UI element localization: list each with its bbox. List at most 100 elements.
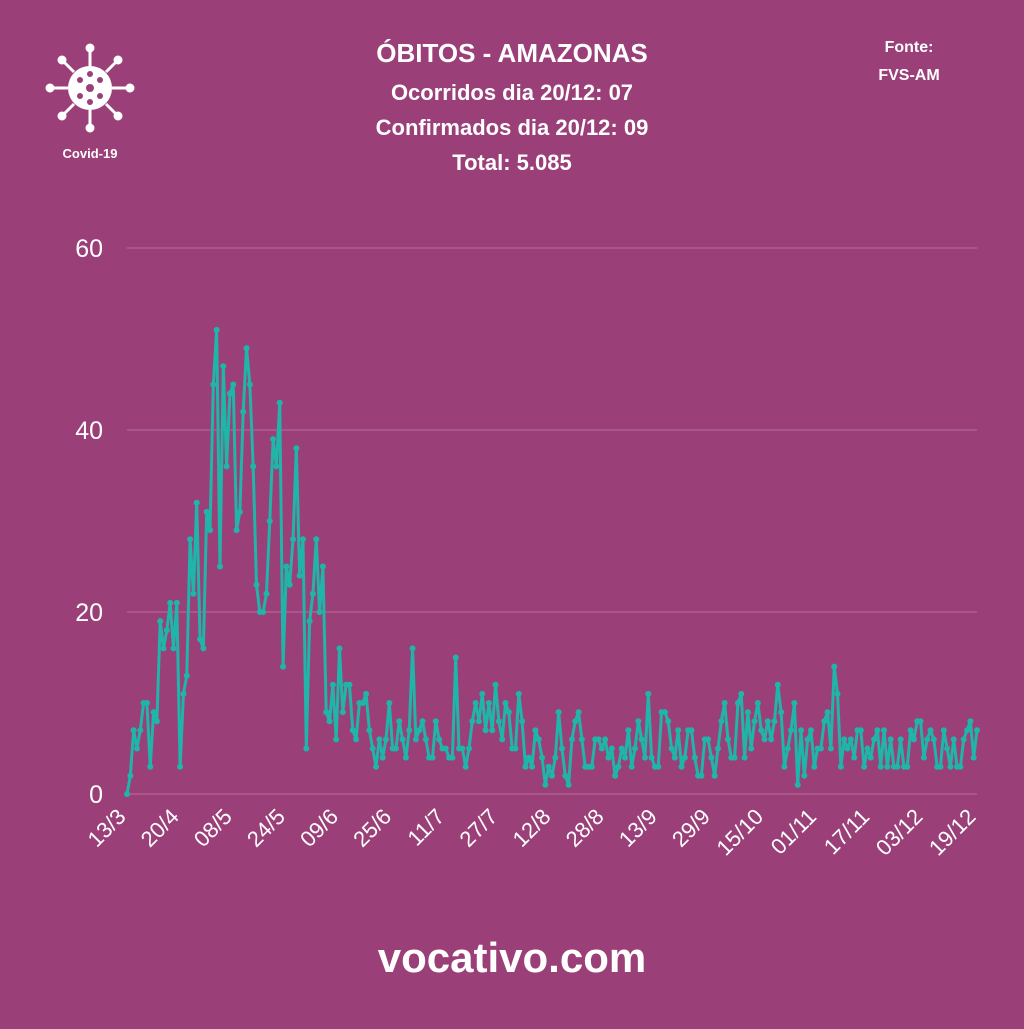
data-point: [349, 727, 356, 734]
data-point: [741, 754, 748, 761]
data-point: [910, 736, 917, 743]
data-point: [346, 681, 353, 688]
data-point: [207, 527, 214, 534]
data-point: [290, 536, 297, 543]
data-point: [655, 763, 662, 770]
data-point: [266, 518, 273, 524]
data-point: [173, 599, 180, 606]
data-point: [558, 745, 565, 752]
data-point: [864, 745, 871, 752]
data-point: [678, 763, 685, 770]
data-point: [412, 736, 419, 743]
data-point: [525, 754, 532, 761]
data-point: [246, 381, 253, 388]
data-point: [197, 636, 204, 643]
data-point: [512, 745, 519, 752]
data-point: [751, 718, 758, 725]
data-point: [532, 727, 539, 734]
data-point: [711, 772, 718, 779]
data-point: [622, 754, 629, 761]
y-tick-label: 60: [75, 235, 103, 263]
data-point: [887, 736, 894, 743]
data-point: [824, 709, 831, 716]
data-point: [861, 763, 868, 770]
data-point: [817, 745, 824, 752]
data-point: [930, 736, 937, 743]
data-point: [940, 727, 947, 734]
data-point: [502, 700, 509, 706]
data-point: [422, 736, 429, 743]
data-point: [200, 645, 207, 652]
data-point: [612, 772, 619, 779]
data-point: [230, 381, 237, 388]
data-point: [552, 754, 559, 761]
data-point: [542, 781, 549, 788]
data-point: [280, 663, 287, 670]
data-point: [236, 508, 243, 515]
data-point: [326, 718, 333, 725]
data-point: [203, 508, 210, 515]
data-point: [688, 727, 695, 734]
data-point: [648, 754, 655, 761]
data-point: [402, 754, 409, 761]
data-point: [147, 763, 154, 770]
data-point: [210, 381, 217, 388]
data-point: [924, 736, 931, 743]
data-point: [794, 781, 801, 788]
data-point: [150, 709, 157, 716]
data-point: [774, 681, 781, 688]
data-point: [555, 709, 562, 716]
data-point: [392, 745, 399, 752]
data-point: [841, 736, 848, 743]
data-point: [877, 763, 884, 770]
chart-title: ÓBITOS - AMAZONAS: [376, 38, 648, 68]
data-point: [734, 700, 741, 706]
data-point: [519, 718, 526, 725]
data-point: [263, 590, 270, 597]
data-point: [764, 718, 771, 725]
data-point: [143, 700, 150, 706]
data-point: [947, 763, 954, 770]
data-point: [807, 727, 814, 734]
data-point: [847, 736, 854, 743]
data-point: [469, 718, 476, 725]
data-point: [472, 700, 479, 706]
data-point: [635, 718, 642, 725]
data-point: [479, 690, 486, 697]
data-point: [429, 754, 436, 761]
data-point: [353, 736, 360, 743]
subtitle: Ocorridos dia 20/12: 07: [391, 80, 633, 105]
data-point: [549, 772, 555, 779]
data-point: [811, 763, 818, 770]
data-point: [167, 599, 174, 606]
data-point: [781, 763, 788, 770]
data-point: [220, 363, 227, 370]
data-point: [157, 618, 164, 625]
data-point: [920, 754, 927, 761]
data-point: [721, 700, 728, 706]
data-point: [894, 763, 901, 770]
data-point: [316, 609, 323, 615]
data-point: [821, 718, 828, 725]
data-point: [602, 736, 609, 743]
data-point: [359, 700, 366, 706]
data-point: [399, 736, 406, 743]
data-point: [671, 754, 678, 761]
data-point: [333, 736, 340, 743]
data-point: [881, 727, 888, 734]
data-point: [778, 709, 785, 716]
data-point: [153, 718, 160, 725]
data-point: [708, 754, 715, 761]
data-point: [681, 754, 688, 761]
data-point: [572, 718, 579, 725]
data-point: [396, 718, 403, 725]
data-point: [668, 745, 675, 752]
data-point: [306, 618, 313, 625]
data-point: [645, 690, 652, 697]
data-point: [768, 736, 775, 743]
data-point: [897, 736, 904, 743]
data-point: [363, 690, 370, 697]
data-point: [432, 718, 439, 725]
